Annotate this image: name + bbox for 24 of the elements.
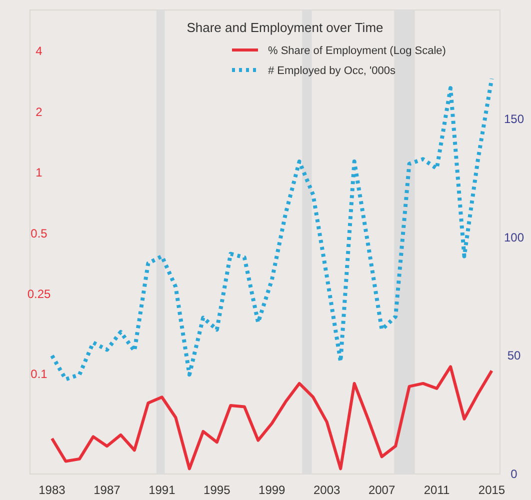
y-tick-label: 1 <box>36 166 43 180</box>
legend-label: # Employed by Occ, '000s <box>268 65 396 77</box>
x-tick-label: 1987 <box>94 483 121 497</box>
y2-tick-label: 100 <box>504 230 524 244</box>
x-tick-label: 1999 <box>258 483 286 497</box>
x-tick-label: 2015 <box>478 483 506 497</box>
x-tick-label: 2011 <box>424 483 450 497</box>
text: Share and Employment over Time <box>186 20 384 35</box>
y-tick-label: 0.1 <box>30 367 48 382</box>
x-tick-label: 1983 <box>38 483 66 497</box>
y-tick-label: 0.5 <box>30 226 48 240</box>
y2-tick-label: 150 <box>504 112 524 126</box>
line-series <box>50 76 494 382</box>
y2-tick-label: 0 <box>510 467 518 481</box>
y2-tick-label: 50 <box>507 348 521 363</box>
x-tick-label: 2003 <box>313 483 341 497</box>
line-series <box>50 365 494 470</box>
y-tick-label: 4 <box>36 44 43 58</box>
x-tick-label: 1995 <box>204 483 231 497</box>
y-tick-label: 2 <box>36 104 43 119</box>
x-tick-label: 1991 <box>148 483 176 497</box>
x-tick-label: 2007 <box>368 483 396 497</box>
y-tick-label: 0.25 <box>27 286 51 301</box>
legend-label: % Share of Employment (Log Scale) <box>268 45 446 57</box>
